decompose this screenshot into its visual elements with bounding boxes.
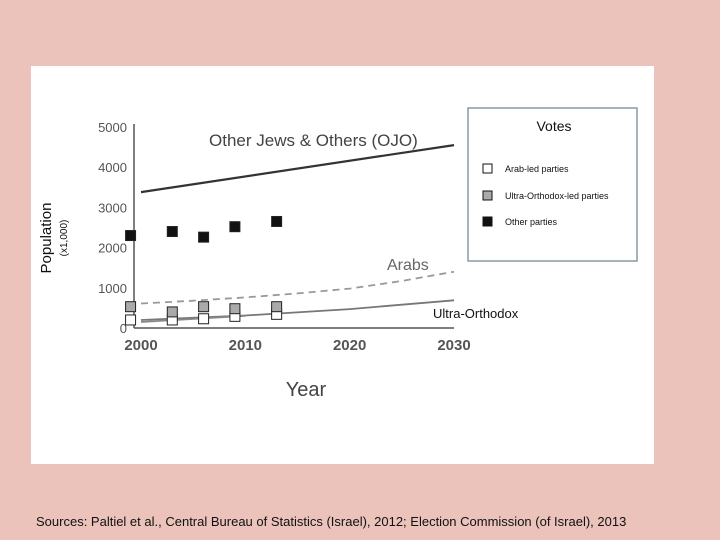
axes <box>133 124 454 329</box>
y-tick-label-2000: 2000 <box>98 241 127 256</box>
vote-points <box>125 215 283 326</box>
vote-point-2-4 <box>271 215 283 227</box>
x-tick-label-2030: 2030 <box>437 337 470 354</box>
vote-point-1-1 <box>166 306 178 318</box>
legend-swatch-arab <box>482 163 493 174</box>
chart-panel: 0 1000 2000 3000 4000 5000 2000 2010 2020 2030 Ot… <box>31 66 654 464</box>
series-line-2 <box>140 299 455 321</box>
x-tick-label-2020: 2020 <box>333 337 366 354</box>
legend-swatch-ultra-orthodox <box>482 190 493 201</box>
legend-label-other: Other parties <box>505 217 558 227</box>
axis-labels: Year Population (x1,000) <box>38 203 327 401</box>
y-axis-unit-label: (x1,000) <box>59 220 70 257</box>
series-line-3 <box>140 315 246 323</box>
y-tick-label-5000: 5000 <box>98 120 127 135</box>
series-label-arabs: Arabs <box>387 257 429 274</box>
vote-point-0-2 <box>198 313 210 325</box>
vote-point-2-2 <box>198 231 210 243</box>
legend-box <box>467 107 638 262</box>
series-labels: Other Jews & Others (OJO) Arabs Ultra-Or… <box>209 131 519 321</box>
vote-point-2-0 <box>125 230 137 242</box>
vote-point-1-3 <box>229 303 241 315</box>
vote-point-0-0 <box>125 314 137 326</box>
legend-label-ultra-orthodox: Ultra-Orthodox-led parties <box>505 191 609 201</box>
x-tick-label-2010: 2010 <box>229 337 262 354</box>
y-tick-label-4000: 4000 <box>98 160 127 175</box>
vote-point-2-1 <box>166 226 178 238</box>
series-line-1 <box>140 270 455 305</box>
vote-point-1-4 <box>271 301 283 313</box>
y-tick-label-1000: 1000 <box>98 281 127 296</box>
series-label-ojo: Other Jews & Others (OJO) <box>209 131 418 150</box>
tick-labels: 0 1000 2000 3000 4000 5000 2000 2010 2020 2030 <box>98 120 471 354</box>
legend-title: Votes <box>536 118 571 134</box>
y-axis-label: Population <box>38 203 55 274</box>
x-tick-label-2000: 2000 <box>124 337 157 354</box>
legend-swatch-other <box>482 216 493 227</box>
series-lines <box>140 144 455 323</box>
vote-point-1-0 <box>125 301 137 313</box>
series-label-ultra-orthodox: Ultra-Orthodox <box>433 306 519 321</box>
series-line-0 <box>140 144 455 194</box>
vote-point-1-2 <box>198 301 210 313</box>
x-axis-label: Year <box>286 379 327 401</box>
population-chart: 0 1000 2000 3000 4000 5000 2000 2010 2020 2030 Ot… <box>38 107 638 401</box>
y-tick-label-3000: 3000 <box>98 200 127 215</box>
vote-point-2-3 <box>229 221 241 233</box>
sources-footnote: Sources: Paltiel et al., Central Bureau … <box>36 514 627 529</box>
votes-legend: Votes Arab-led parties Ultra-Orthodox-le… <box>467 107 638 262</box>
y-tick-label-0: 0 <box>120 321 127 336</box>
legend-label-arab: Arab-led parties <box>505 164 569 174</box>
